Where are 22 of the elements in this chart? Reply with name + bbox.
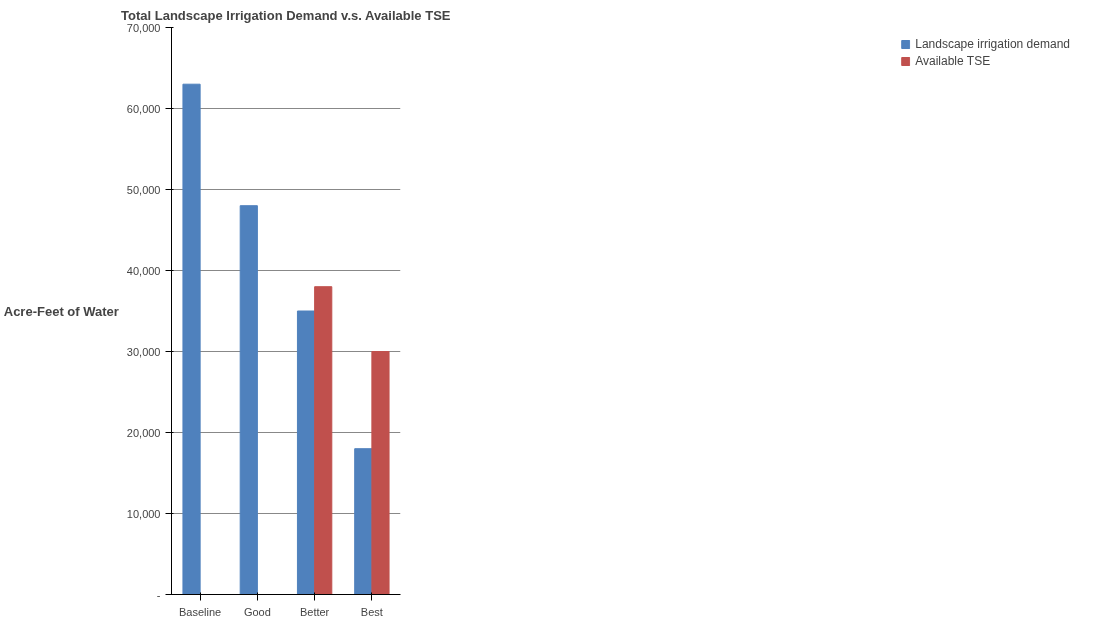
y-tick-label: 20,000 <box>126 426 161 439</box>
legend-label: Landscape irrigation demand <box>915 37 1070 51</box>
bar <box>371 351 390 595</box>
bar <box>314 286 333 595</box>
y-tick-label: 70,000 <box>126 21 161 34</box>
legend-label: Available TSE <box>915 54 991 68</box>
bar <box>239 205 258 595</box>
x-tick-label: Good <box>243 605 271 618</box>
chart-title: Total Landscape Irrigation Demand v.s. Available TSE <box>121 7 451 23</box>
bar <box>182 83 201 595</box>
x-tick-label: Better <box>299 605 330 618</box>
bar <box>354 448 373 595</box>
y-tick-label: 60,000 <box>126 102 161 115</box>
x-tick-label: Best <box>360 605 383 618</box>
y-tick-label: - <box>156 588 161 601</box>
x-tick-label: Baseline <box>179 605 222 618</box>
y-tick-label: 10,000 <box>126 507 161 520</box>
y-tick-label: 40,000 <box>126 264 161 277</box>
y-tick-label: 50,000 <box>126 183 161 196</box>
bar <box>296 310 316 595</box>
y-axis-title: Acre-Feet of Water <box>3 303 119 319</box>
y-tick-label: 30,000 <box>126 345 161 358</box>
